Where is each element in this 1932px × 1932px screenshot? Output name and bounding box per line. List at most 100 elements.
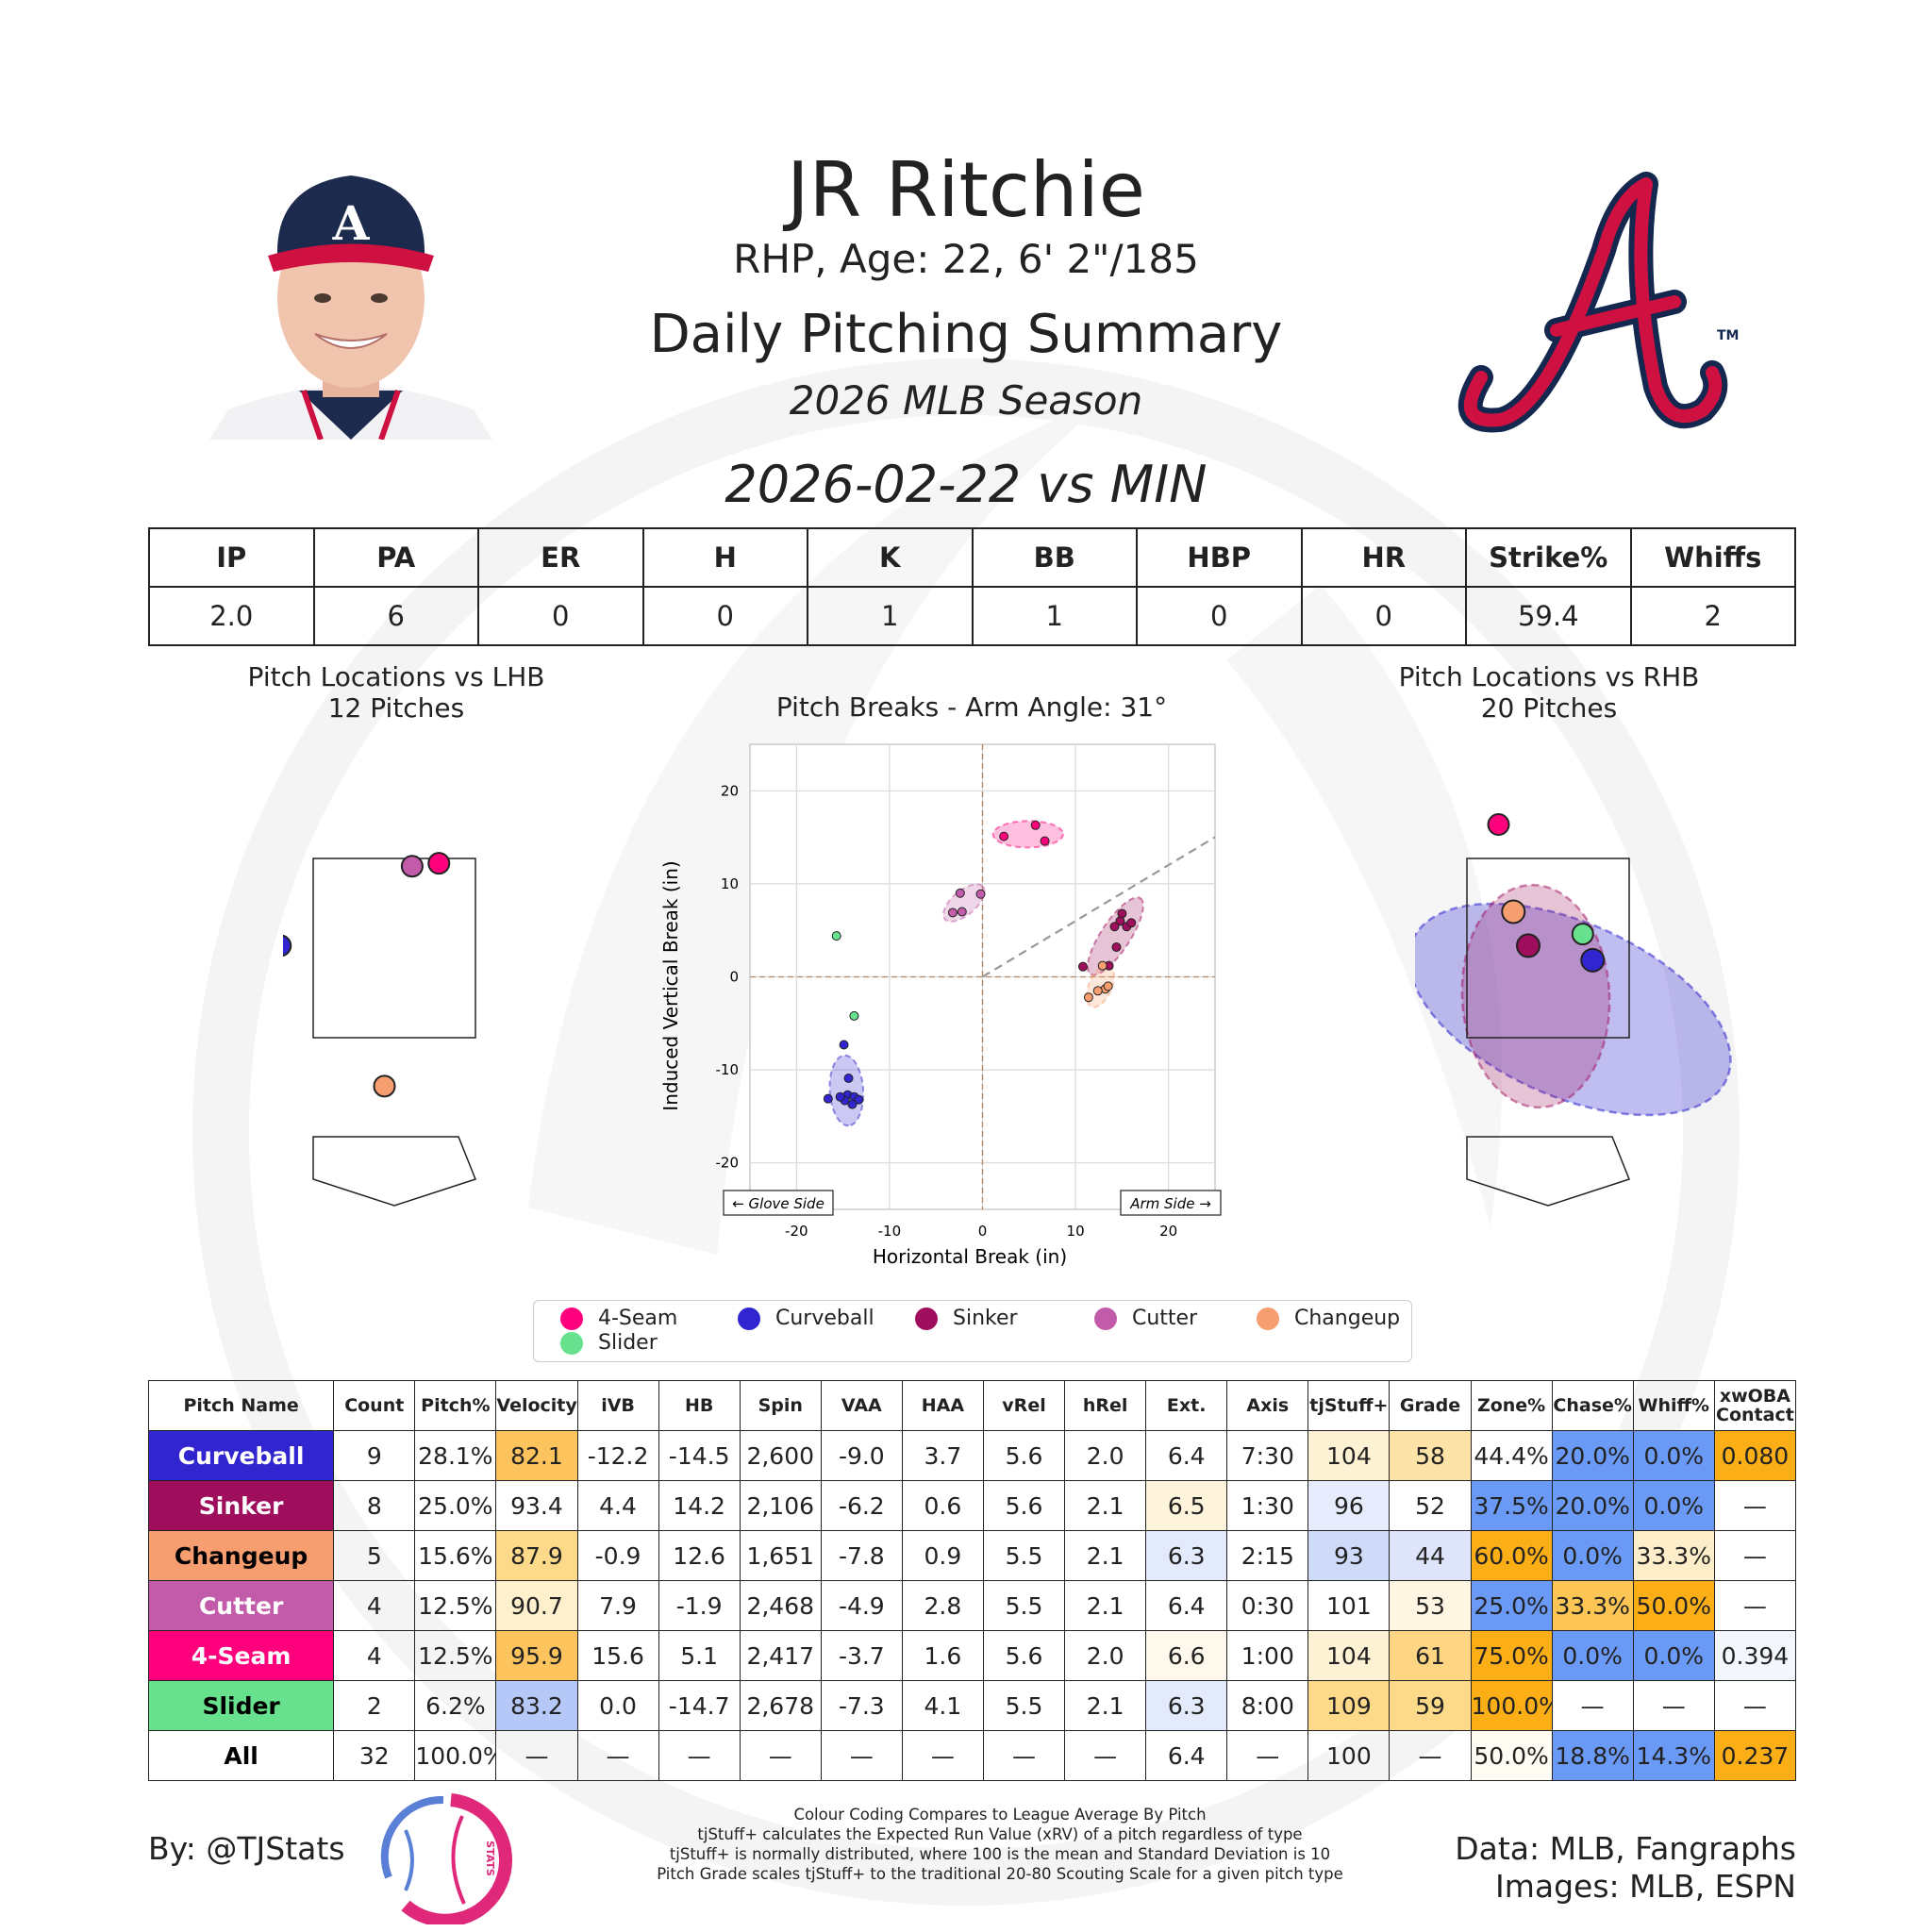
- location-point: [373, 1074, 396, 1098]
- pitch-metric-cell: 0.9: [901, 1530, 984, 1581]
- legend-item: Slider: [560, 1331, 658, 1356]
- pitch-metric-cell: —: [1226, 1730, 1309, 1781]
- legend-label: Curveball: [775, 1307, 874, 1330]
- x-tick-label: -20: [785, 1223, 808, 1240]
- pitch-metric-cell: 4: [333, 1580, 416, 1631]
- pitch-metric-cell: 2.0: [1064, 1630, 1147, 1681]
- column-header: Pitch Name: [147, 1380, 335, 1431]
- pitch-metric-cell: 12.5%: [414, 1580, 497, 1631]
- pitch-metric-cell: 20.0%: [1551, 1430, 1634, 1481]
- pitch-metric-cell: 2,468: [739, 1580, 822, 1631]
- break-point: [1040, 836, 1050, 846]
- y-tick-label: 20: [721, 782, 739, 799]
- pitch-metric-cell: —: [1713, 1580, 1797, 1631]
- pitch-metric-cell: -4.9: [820, 1580, 903, 1631]
- location-point: [1487, 813, 1510, 837]
- pitch-metric-cell: 93: [1307, 1530, 1391, 1581]
- stat-value: 0: [641, 586, 808, 646]
- note-line: Colour Coding Compares to League Average…: [793, 1806, 1207, 1824]
- home-plate: [312, 1136, 476, 1207]
- x-tick-label: 0: [978, 1223, 988, 1240]
- pitch-metric-cell: 2.1: [1064, 1580, 1147, 1631]
- column-header: Chase%: [1551, 1380, 1634, 1431]
- break-point: [1109, 922, 1120, 932]
- pitch-metric-cell: 20.0%: [1551, 1480, 1634, 1531]
- pitch-metric-cell: 2,417: [739, 1630, 822, 1681]
- pitch-metric-cell: 100.0%: [1470, 1680, 1553, 1731]
- column-header: Pitch%: [414, 1380, 497, 1431]
- pitch-metric-cell: 83.2: [495, 1680, 578, 1731]
- pitch-metric-cell: 25.0%: [414, 1480, 497, 1531]
- glove-side-label: ← Glove Side: [732, 1195, 824, 1212]
- pitch-metric-cell: 15.6%: [414, 1530, 497, 1581]
- data-credit: Data: MLB, Fangraphs: [1455, 1830, 1796, 1867]
- arm-side-box: [1120, 1190, 1222, 1216]
- pitch-metric-cell: 5.1: [658, 1630, 741, 1681]
- x-tick-label: 20: [1159, 1223, 1177, 1240]
- pitch-metric-cell: 0.237: [1713, 1730, 1797, 1781]
- legend-dot: [1094, 1307, 1117, 1330]
- pitch-metric-cell: 3.7: [901, 1430, 984, 1481]
- column-header: tjStuff+: [1307, 1380, 1391, 1431]
- pitch-metric-cell: 2.1: [1064, 1530, 1147, 1581]
- byline: By: @TJStats: [148, 1830, 345, 1867]
- legend-label: Cutter: [1132, 1307, 1198, 1330]
- pitch-metric-cell: —: [1713, 1480, 1797, 1531]
- strike-zone: [312, 858, 476, 1039]
- pitch-metric-cell: 7:30: [1226, 1430, 1309, 1481]
- pitch-metric-cell: 61: [1389, 1630, 1472, 1681]
- break-point: [1083, 992, 1093, 1003]
- pitch-name-cell: 4-Seam: [147, 1630, 335, 1681]
- pitch-metric-cell: 0.0%: [1632, 1430, 1715, 1481]
- pitch-metric-cell: 2.8: [901, 1580, 984, 1631]
- pitch-metric-cell: 2: [333, 1680, 416, 1731]
- column-header: vRel: [982, 1380, 1066, 1431]
- break-point: [955, 888, 965, 898]
- breaks-chart-title: Pitch Breaks - Arm Angle: 31°: [775, 691, 1168, 723]
- player-name: JR Ritchie: [787, 146, 1145, 234]
- column-header: xwOBA Contact: [1713, 1380, 1797, 1431]
- pitch-table-header: Pitch Name Count Pitch% Velocity iVB HB Spin VA…: [147, 1380, 1797, 1431]
- pitch-metric-cell: 52: [1389, 1480, 1472, 1531]
- pitch-metric-cell: -7.3: [820, 1680, 903, 1731]
- pitch-metric-cell: 9: [333, 1430, 416, 1481]
- legend-item: Sinker: [915, 1307, 1018, 1331]
- glove-side-box: [723, 1190, 834, 1216]
- pitch-metric-cell: 33.3%: [1632, 1530, 1715, 1581]
- game-stats-values-row: 2.0 6 0 0 1 1 0 0 59.4 2: [148, 586, 1796, 646]
- pitch-metric-cell: 0.0%: [1632, 1630, 1715, 1681]
- pitch-metric-cell: 5.6: [982, 1480, 1066, 1531]
- pitch-metric-cell: —: [739, 1730, 822, 1781]
- pitch-metric-cell: 59: [1389, 1680, 1472, 1731]
- stat-header: HBP: [1136, 527, 1303, 588]
- pitch-legend: 4-Seam Curveball Sinker Cutter Changeup Slide…: [533, 1300, 1412, 1362]
- pitch-metric-cell: 12.6: [658, 1530, 741, 1581]
- pitch-metric-cell: 96: [1307, 1480, 1391, 1531]
- stat-value: 2.0: [148, 586, 315, 646]
- svg-text:A: A: [332, 195, 371, 251]
- pitch-metric-cell: 5.5: [982, 1580, 1066, 1631]
- image-credit: Images: MLB, ESPN: [1494, 1868, 1796, 1905]
- legend-label: 4-Seam: [598, 1307, 678, 1330]
- legend-dot: [560, 1332, 583, 1355]
- pitch-metric-cell: 82.1: [495, 1430, 578, 1481]
- rhb-title-text: Pitch Locations vs RHB: [1398, 661, 1700, 692]
- pitch-metric-cell: -12.2: [576, 1430, 659, 1481]
- season-label: 2026 MLB Season: [789, 377, 1143, 424]
- pitch-row: Curveball 9 28.1% 82.1 -12.2 -14.5 2,600 -9.0 3.…: [147, 1430, 1797, 1481]
- pitch-metric-cell: 18.8%: [1551, 1730, 1634, 1781]
- pitch-row: Changeup 5 15.6% 87.9 -0.9 12.6 1,651 -7.8 0.9 5.…: [147, 1530, 1797, 1581]
- break-point: [957, 907, 967, 917]
- pitch-metric-cell: 60.0%: [1470, 1530, 1553, 1581]
- legend-item: Curveball: [738, 1307, 874, 1331]
- pitch-metric-cell: —: [1064, 1730, 1147, 1781]
- pitch-row: Cutter 4 12.5% 90.7 7.9 -1.9 2,468 -4.9 2.8 5.5 2.…: [147, 1580, 1797, 1631]
- rhb-pitch-count: 20 Pitches: [1480, 692, 1618, 724]
- pitch-metric-cell: 5: [333, 1530, 416, 1581]
- break-ellipse: [1086, 896, 1144, 976]
- pitch-metric-cell: 50.0%: [1470, 1730, 1553, 1781]
- curveball-location-ellipse: [1415, 902, 1732, 1117]
- pitch-metric-cell: 90.7: [495, 1580, 578, 1631]
- pitch-metric-cell: 5.5: [982, 1530, 1066, 1581]
- pitch-metric-cell: 0.0%: [1551, 1530, 1634, 1581]
